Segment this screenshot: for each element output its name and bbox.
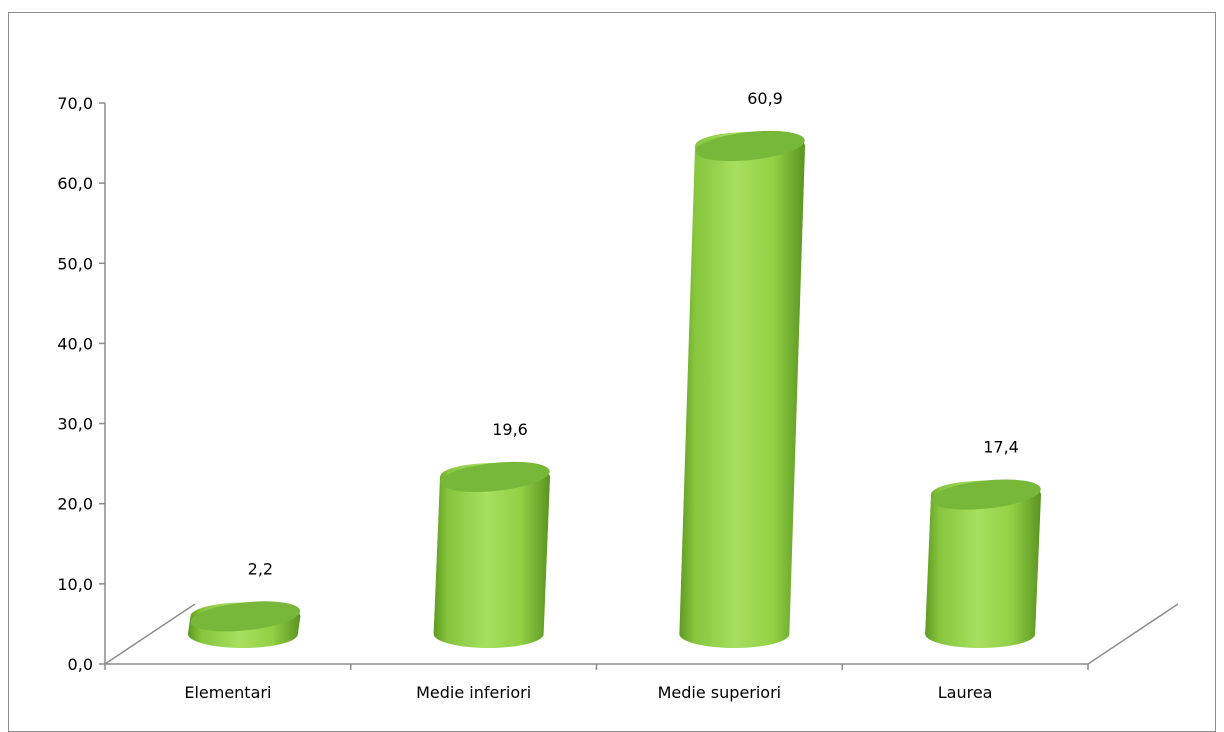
bars xyxy=(187,130,1042,649)
y-tick-label: 10,0 xyxy=(57,575,93,594)
y-tick-label: 50,0 xyxy=(57,254,93,273)
y-tick-label: 30,0 xyxy=(57,415,93,434)
y-tick-label: 20,0 xyxy=(57,495,93,514)
y-tick-label: 60,0 xyxy=(57,174,93,193)
x-category-label: Medie inferiori xyxy=(416,683,531,702)
data-label: 17,4 xyxy=(983,438,1019,457)
axes xyxy=(104,103,1179,670)
floor-right-edge xyxy=(1087,603,1179,665)
bar-body xyxy=(433,462,551,649)
floor-left-edge xyxy=(104,603,196,665)
bar-cylinder xyxy=(925,479,1042,649)
data-label: 19,6 xyxy=(492,420,528,439)
bar-top xyxy=(695,130,805,161)
y-axis-ticks: 0,0 10,0 20,0 30,0 40,0 50,0 60,0 70,0 xyxy=(57,94,105,674)
y-tick-label: 0,0 xyxy=(68,655,93,674)
x-category-label: Laurea xyxy=(938,683,993,702)
bar-cylinder xyxy=(433,461,551,649)
bar-body xyxy=(679,131,806,649)
bar-top xyxy=(931,479,1041,510)
y-tick-label: 70,0 xyxy=(57,94,93,113)
y-tick-label: 40,0 xyxy=(57,334,93,353)
x-category-label: Elementari xyxy=(184,683,271,702)
bar-top xyxy=(440,461,550,492)
bar-top xyxy=(190,601,301,632)
data-label: 2,2 xyxy=(248,559,273,578)
bar-body xyxy=(925,480,1042,649)
x-axis-categories: Elementari Medie inferiori Medie superiori… xyxy=(184,683,992,702)
data-labels: 2,2 19,6 60,9 17,4 xyxy=(248,89,1019,578)
bar-cylinder xyxy=(187,601,301,648)
bar-cylinder xyxy=(679,130,806,649)
data-label: 60,9 xyxy=(747,89,783,108)
x-category-label: Medie superiori xyxy=(658,683,782,702)
